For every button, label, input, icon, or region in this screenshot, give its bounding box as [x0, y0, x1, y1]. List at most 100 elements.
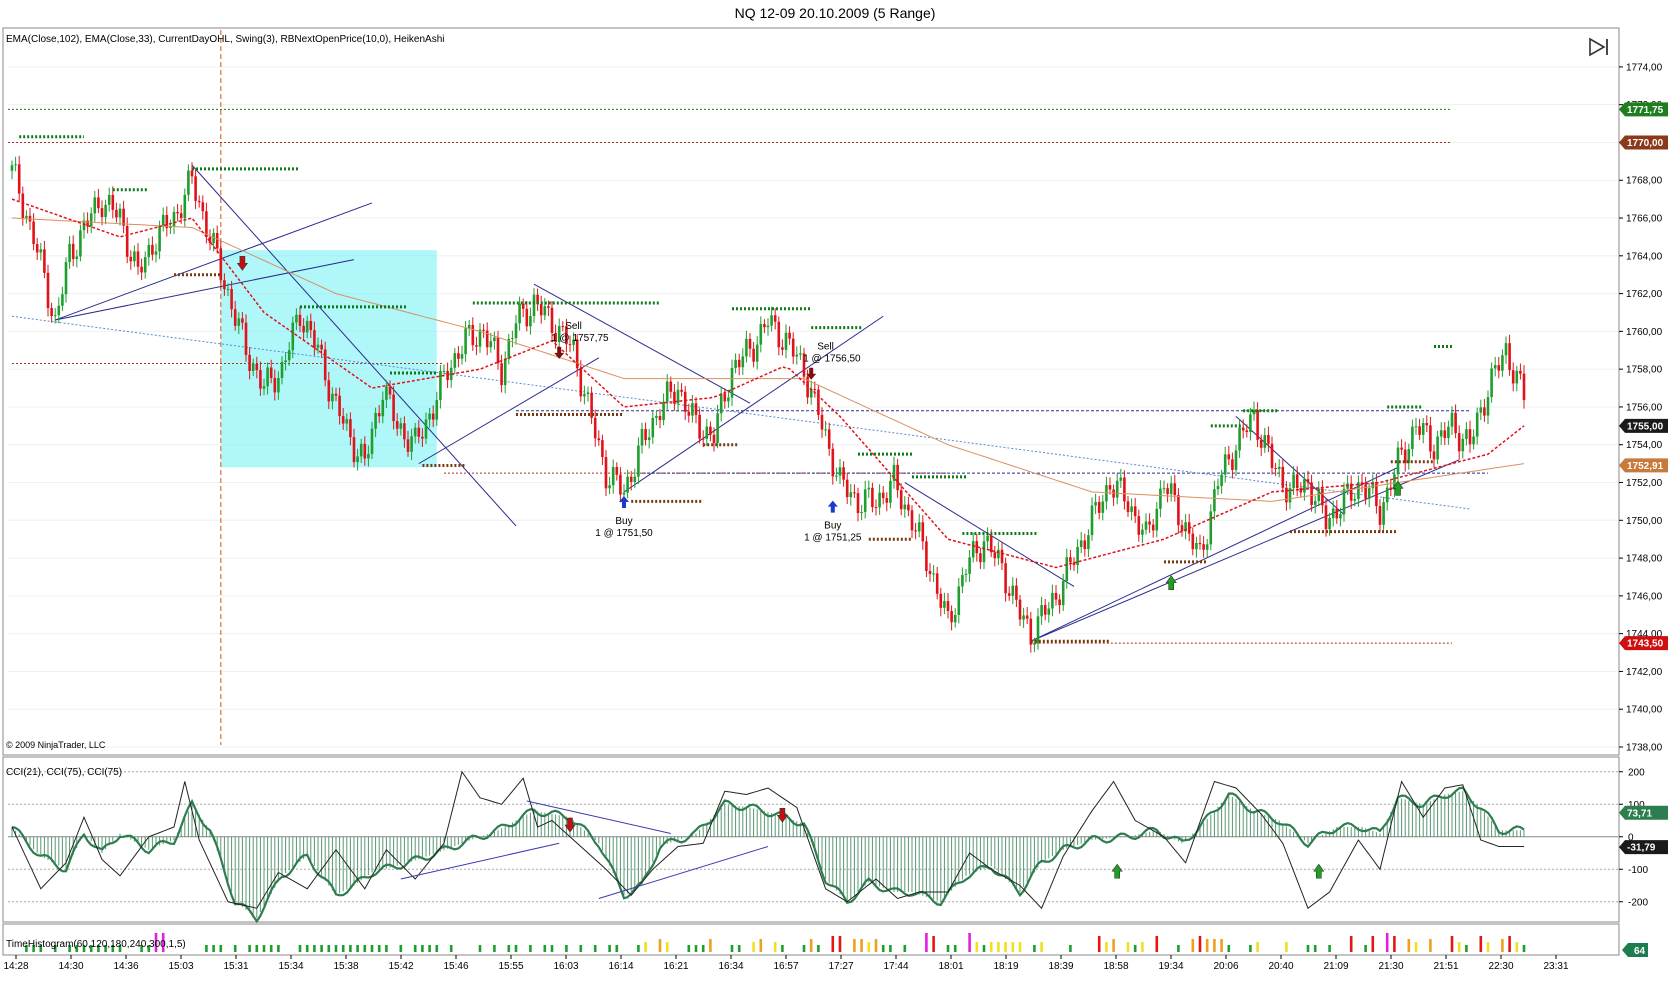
- candle: [1259, 439, 1263, 448]
- candle: [403, 423, 406, 440]
- svg-text:1752,91: 1752,91: [1627, 461, 1664, 472]
- cci-tick-label: 100: [1628, 800, 1645, 811]
- candle: [183, 194, 187, 219]
- candle: [561, 326, 565, 328]
- time-bar: [853, 939, 856, 952]
- candle: [1292, 474, 1295, 489]
- time-bar: [1522, 945, 1526, 952]
- candle: [1310, 482, 1313, 505]
- candle: [143, 257, 147, 273]
- time-bar: [773, 942, 777, 952]
- candle: [323, 349, 327, 381]
- candle: [1421, 423, 1425, 435]
- candle: [421, 436, 424, 439]
- time-bar: [1313, 945, 1317, 952]
- candle: [1022, 615, 1025, 620]
- ema33-line: [11, 198, 1525, 569]
- candle: [709, 426, 712, 435]
- trendline: [904, 482, 1075, 587]
- time-bar: [1414, 942, 1418, 952]
- time-bar: [1501, 939, 1504, 952]
- candle: [604, 457, 608, 489]
- time-bar: [370, 945, 374, 952]
- cci-75-line: [11, 786, 1525, 924]
- candle: [125, 225, 129, 257]
- price-marker: 1770,00: [1619, 135, 1668, 150]
- candle: [1069, 557, 1072, 563]
- candle: [626, 476, 629, 493]
- candle: [25, 215, 28, 218]
- candle: [647, 437, 651, 441]
- candle: [53, 315, 57, 317]
- candle: [169, 226, 172, 229]
- candle: [878, 492, 881, 508]
- time-bar: [349, 945, 352, 952]
- up-arrow-icon: [1111, 863, 1123, 879]
- candle: [1335, 508, 1339, 519]
- candle: [907, 504, 910, 511]
- x-tick-label: 15:03: [168, 961, 193, 972]
- time-bar: [421, 945, 424, 952]
- candle: [997, 549, 1000, 559]
- time-bar: [817, 945, 820, 952]
- y-tick-label: 1740,00: [1626, 705, 1663, 716]
- candle: [417, 427, 421, 437]
- x-tick-label: 14:28: [3, 961, 28, 972]
- candle: [316, 344, 320, 348]
- candle: [194, 176, 197, 201]
- candle: [1162, 488, 1166, 490]
- candle: [251, 363, 255, 371]
- candle: [1079, 540, 1083, 548]
- time-bar: [1364, 945, 1367, 952]
- candle: [1249, 414, 1252, 433]
- candle: [309, 320, 313, 331]
- candle: [961, 575, 964, 587]
- up-arrow-icon: [1165, 575, 1177, 591]
- candle: [842, 467, 845, 480]
- cci-marker: -31,79: [1619, 840, 1668, 855]
- candle: [331, 393, 334, 402]
- time-bar: [615, 945, 619, 952]
- candle: [93, 197, 97, 214]
- candle: [64, 262, 68, 295]
- cci-tick-label: 200: [1628, 767, 1645, 778]
- candle: [741, 356, 745, 368]
- candle: [1414, 426, 1418, 428]
- candle: [1011, 585, 1015, 596]
- candle: [730, 367, 734, 398]
- candle: [1101, 501, 1105, 513]
- candle: [493, 337, 496, 342]
- candle: [539, 304, 543, 316]
- candle: [986, 535, 989, 542]
- candle: [1331, 508, 1335, 519]
- candle: [165, 214, 169, 229]
- candle: [734, 359, 737, 368]
- scroll-to-end-button[interactable]: [1586, 34, 1612, 60]
- candle: [543, 306, 547, 316]
- y-tick-label: 1764,00: [1626, 251, 1663, 262]
- candle: [770, 315, 773, 326]
- candle: [345, 419, 349, 424]
- time-bar: [946, 945, 950, 952]
- candle: [1342, 488, 1346, 515]
- candle: [140, 266, 143, 273]
- time-bar: [1126, 942, 1130, 952]
- time-bar: [514, 945, 518, 952]
- candle: [892, 464, 896, 481]
- candle: [583, 394, 586, 397]
- x-tick-label: 21:30: [1378, 961, 1403, 972]
- candle: [1483, 407, 1486, 416]
- candle: [280, 362, 284, 379]
- trade-detail-label: 1 @ 1756,50: [803, 354, 861, 365]
- time-bar: [298, 945, 302, 952]
- x-tick-label: 16:21: [663, 961, 688, 972]
- trendline: [418, 357, 600, 465]
- candle: [1126, 501, 1130, 513]
- time-bar: [1407, 939, 1411, 952]
- candle: [1227, 454, 1231, 460]
- candle: [32, 221, 35, 245]
